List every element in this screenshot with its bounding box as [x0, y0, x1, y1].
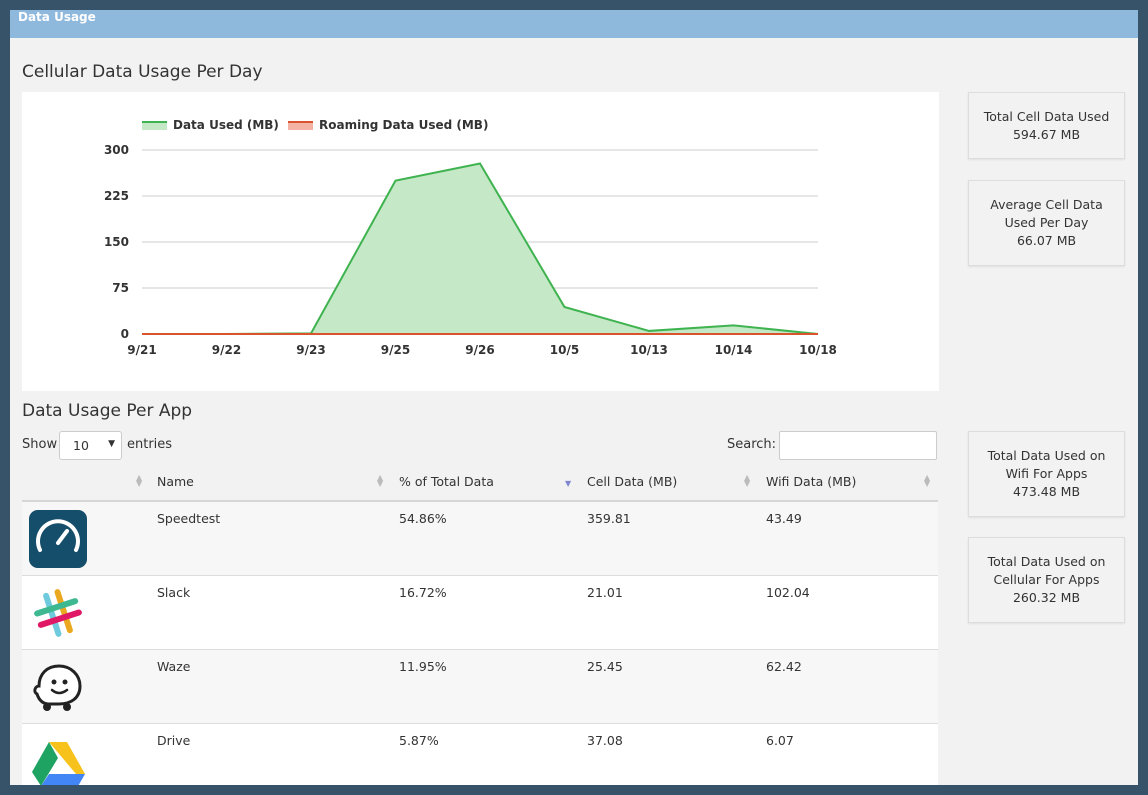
table-row[interactable]: Speedtest 54.86% 359.81 43.49 [22, 502, 938, 576]
app-cell-data: 359.81 [587, 511, 631, 526]
series-area [142, 163, 818, 334]
x-tick-label: 9/23 [296, 343, 325, 357]
cellular-apps-data-label-2: Cellular For Apps [993, 572, 1100, 587]
wifi-apps-data-value: 473.48 MB [1012, 484, 1081, 499]
cellular-apps-data-value: 260.32 MB [1012, 590, 1081, 605]
sort-icon[interactable]: ▲ ▼ [136, 473, 143, 488]
average-cell-data-label-2: Used Per Day [1004, 215, 1089, 230]
app-percent: 5.87% [399, 733, 439, 748]
app-name: Speedtest [157, 511, 221, 526]
legend-label: Data Used (MB) [173, 118, 279, 132]
wifi-apps-data-label-2: Wifi For Apps [1005, 466, 1088, 481]
app-wifi-data: 102.04 [766, 585, 810, 600]
app-wifi-data: 6.07 [766, 733, 794, 748]
table-header-row: ▲ ▼ Name ▲ ▼ % of Total Data ▼ Cell Data (… [22, 468, 938, 502]
chart-canvas: 300 225 150 75 0 9/21 9/22 9/23 9/25 9/26 10/5 10/1… [104, 118, 837, 357]
app-cell-data: 37.08 [587, 733, 623, 748]
app-percent: 11.95% [399, 659, 447, 674]
legend-label: Roaming Data Used (MB) [319, 118, 488, 132]
entries-label: entries [127, 437, 173, 452]
average-cell-data-value: 66.07 MB [1016, 233, 1077, 248]
legend-swatch [142, 122, 167, 130]
x-tick-label: 9/26 [465, 343, 494, 357]
search-label: Search: [727, 437, 777, 452]
app-name: Drive [157, 733, 191, 748]
slack-icon [34, 589, 82, 637]
app-percent: 54.86% [399, 511, 447, 526]
sort-icon[interactable]: ▲ ▼ [377, 473, 384, 488]
x-tick-label: 10/5 [550, 343, 579, 357]
waze-icon [33, 664, 82, 711]
chart-section-title: Cellular Data Usage Per Day [22, 62, 263, 82]
header-percent[interactable]: % of Total Data [399, 474, 494, 489]
header-name[interactable]: Name [157, 474, 194, 489]
total-cell-data-label: Total Cell Data Used [983, 109, 1110, 124]
total-cell-data-value: 594.67 MB [1012, 127, 1081, 142]
y-tick-label: 0 [121, 327, 129, 341]
app-cell-data: 25.45 [587, 659, 623, 674]
header-wifi-data[interactable]: Wifi Data (MB) [766, 474, 857, 489]
entries-select-value: 10 [73, 438, 89, 453]
cellular-apps-data-label-1: Total Data Used on [987, 554, 1106, 569]
data-usage-chart: 300 225 150 75 0 9/21 9/22 9/23 9/25 9/26 10/5 10/1… [22, 92, 939, 391]
cellular-apps-data-card: Total Data Used on Cellular For Apps 260… [968, 537, 1125, 623]
y-tick-label: 225 [104, 189, 129, 203]
table-row[interactable]: Waze 11.95% 25.45 62.42 [22, 650, 938, 724]
chevron-down-icon: ▼ [108, 439, 115, 449]
show-label: Show [22, 437, 58, 452]
app-wifi-data: 62.42 [766, 659, 802, 674]
data-usage-window: Data Usage Cellular Data Usage Per Day 3… [10, 10, 1138, 785]
app-name: Waze [157, 659, 191, 674]
total-cell-data-card: Total Cell Data Used 594.67 MB [968, 92, 1125, 159]
table-row[interactable]: Drive 5.87% 37.08 6.07 [22, 724, 938, 785]
app-name: Slack [157, 585, 191, 600]
search-input[interactable] [779, 431, 937, 460]
average-cell-data-label-1: Average Cell Data [990, 197, 1103, 212]
x-tick-label: 10/14 [715, 343, 753, 357]
app-cell-data: 21.01 [587, 585, 623, 600]
app-section-title: Data Usage Per App [22, 401, 193, 421]
speedtest-icon [29, 510, 87, 568]
legend-swatch [288, 122, 313, 130]
sort-icon[interactable]: ▲ ▼ [924, 473, 931, 488]
x-tick-label: 10/18 [799, 343, 837, 357]
x-tick-label: 9/25 [381, 343, 410, 357]
sort-icon[interactable]: ▲ ▼ [744, 473, 751, 488]
window-title: Data Usage [18, 10, 96, 24]
sort-descending-icon[interactable]: ▼ [565, 479, 572, 488]
title-bar: Data Usage [10, 10, 1138, 38]
wifi-apps-data-card: Total Data Used on Wifi For Apps 473.48 … [968, 431, 1125, 517]
app-percent: 16.72% [399, 585, 447, 600]
app-usage-table: ▲ ▼ Name ▲ ▼ % of Total Data ▼ Cell Data (… [22, 468, 938, 785]
drive-icon [32, 742, 85, 785]
header-cell-data[interactable]: Cell Data (MB) [587, 474, 678, 489]
y-tick-label: 150 [104, 235, 129, 249]
y-tick-label: 75 [112, 281, 129, 295]
wifi-apps-data-label-1: Total Data Used on [987, 448, 1106, 463]
app-wifi-data: 43.49 [766, 511, 802, 526]
x-tick-label: 9/22 [212, 343, 241, 357]
table-row[interactable]: Slack 16.72% 21.01 102.04 [22, 576, 938, 650]
average-cell-data-card: Average Cell Data Used Per Day 66.07 MB [968, 180, 1125, 266]
entries-select[interactable]: 10 ▼ [59, 431, 122, 460]
x-tick-label: 9/21 [127, 343, 156, 357]
y-tick-label: 300 [104, 143, 129, 157]
x-tick-label: 10/13 [630, 343, 668, 357]
